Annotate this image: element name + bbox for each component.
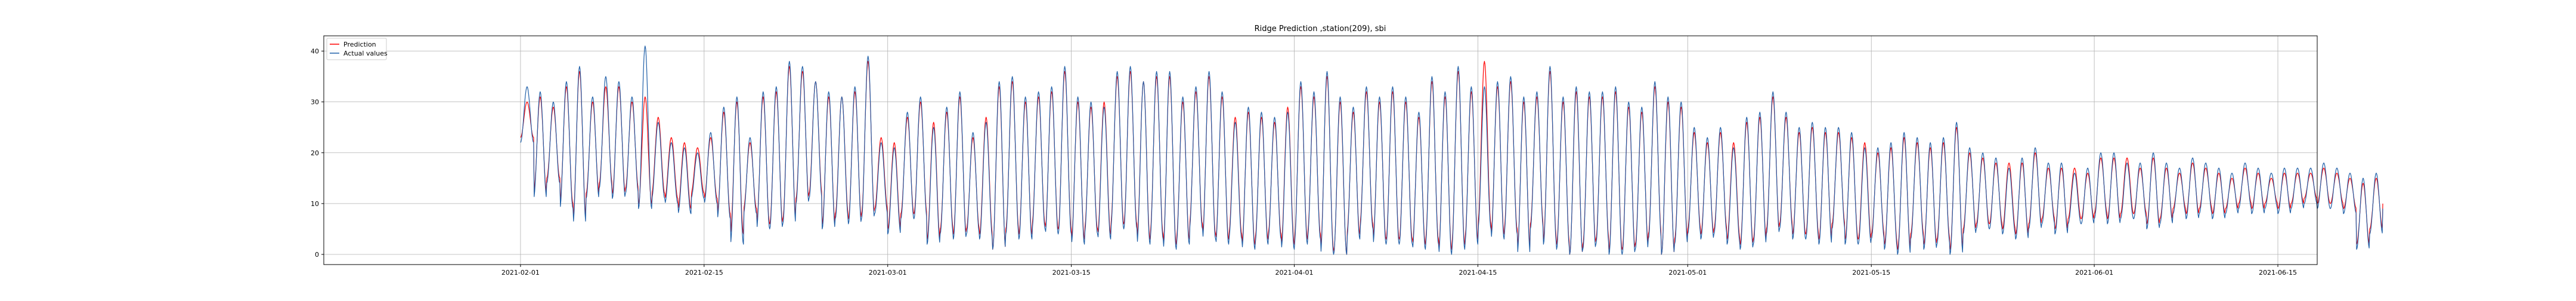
x-tick-label: 2021-05-01 [1668,269,1707,277]
x-tick-label: 2021-05-15 [1852,269,1890,277]
series-line-actual-values [520,45,2383,255]
series-layer [520,45,2383,255]
y-axis: 0 10 20 30 40 [311,48,324,259]
legend-box [326,38,387,60]
x-tick-label: 2021-03-01 [869,269,907,277]
x-tick-label: 2021-04-15 [1459,269,1497,277]
y-tick-label: 30 [311,99,319,106]
x-tick-label: 2021-04-01 [1275,269,1314,277]
x-tick-label: 2021-03-15 [1052,269,1091,277]
y-tick-label: 0 [315,251,319,259]
x-tick-label: 2021-02-01 [501,269,540,277]
plot-frame [323,35,2318,265]
x-axis: 2021-02-01 2021-02-15 2021-03-01 2021-03-15… [501,265,2297,277]
series-line-prediction [520,61,2383,255]
y-tick-label: 20 [311,149,319,157]
y-tick-label: 10 [311,200,319,208]
legend: Prediction Actual values [326,38,388,60]
grid [324,36,2317,265]
chart-title: Ridge Prediction ,station(209), sbi [1255,24,1386,33]
x-tick-label: 2021-06-01 [2075,269,2113,277]
x-tick-label: 2021-06-15 [2259,269,2297,277]
y-tick-label: 40 [311,48,319,56]
legend-label-prediction: Prediction [343,41,376,48]
legend-label-actual-values: Actual values [343,50,388,57]
x-tick-label: 2021-02-15 [685,269,723,277]
